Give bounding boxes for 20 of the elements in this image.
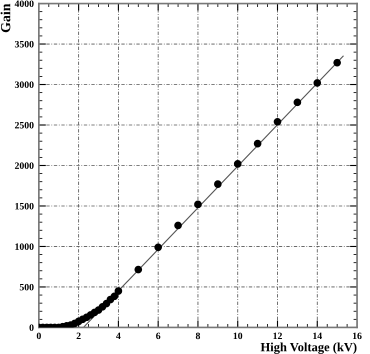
y-axis-title: Gain bbox=[0, 4, 10, 32]
x-axis-title: High Voltage (kV) bbox=[260, 342, 357, 354]
x-tick-label: 10 bbox=[234, 332, 242, 340]
y-tick-label: 0 bbox=[30, 324, 34, 331]
x-tick-label: 8 bbox=[196, 332, 200, 340]
y-tick-label: 3500 bbox=[14, 40, 34, 48]
y-tick-label: 3000 bbox=[14, 81, 34, 88]
x-tick-label: 14 bbox=[313, 332, 322, 340]
x-tick-label: 2 bbox=[76, 332, 81, 340]
x-tick-label: 4 bbox=[116, 332, 121, 340]
y-tick-label: 500 bbox=[20, 284, 34, 290]
y-tick-label: 1500 bbox=[15, 202, 34, 210]
x-tick-label: 6 bbox=[156, 332, 160, 340]
y-tick-label: 4000 bbox=[14, 0, 34, 8]
x-tick-label: 16 bbox=[352, 332, 362, 340]
y-tick-label: 1000 bbox=[15, 243, 34, 250]
y-tick-label: 2000 bbox=[14, 162, 34, 169]
x-tick-label: 0 bbox=[36, 332, 41, 340]
y-tick-label: 2500 bbox=[14, 122, 34, 128]
x-tick-label: 12 bbox=[273, 332, 282, 340]
